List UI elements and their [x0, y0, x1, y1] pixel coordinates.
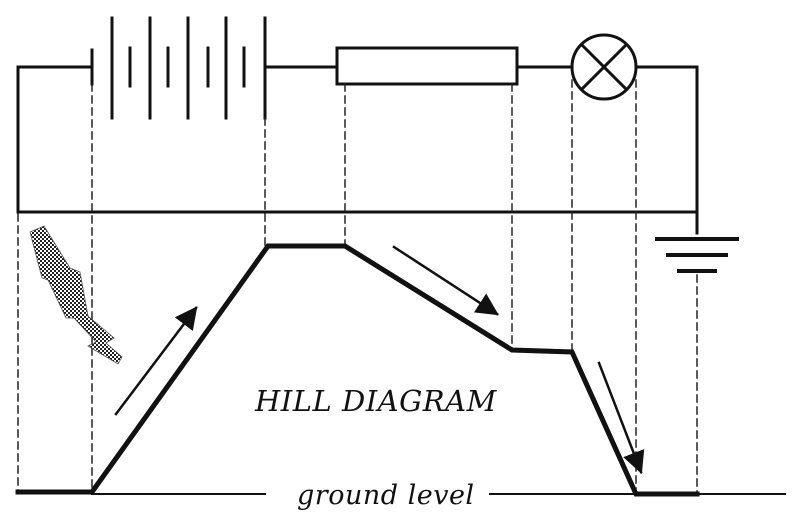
arrow-down-slope	[392, 245, 499, 316]
arrow-up-slope	[114, 306, 198, 416]
wire-right	[634, 65, 699, 214]
wire-left	[16, 65, 94, 214]
diagram-title: HILL DIAGRAM	[255, 384, 497, 418]
hill-profile	[15, 243, 700, 497]
arrow-steep-drop	[597, 361, 645, 475]
flow-arrows	[114, 245, 645, 475]
resistor-icon	[335, 46, 519, 86]
projection-lines	[17, 79, 698, 495]
ground-level-label: ground level	[293, 480, 479, 511]
ground-icon	[655, 237, 739, 273]
circuit-wires	[16, 65, 699, 235]
lamp-icon	[570, 33, 638, 101]
battery-icon	[90, 16, 267, 120]
lightning-bolt-icon	[29, 225, 123, 365]
